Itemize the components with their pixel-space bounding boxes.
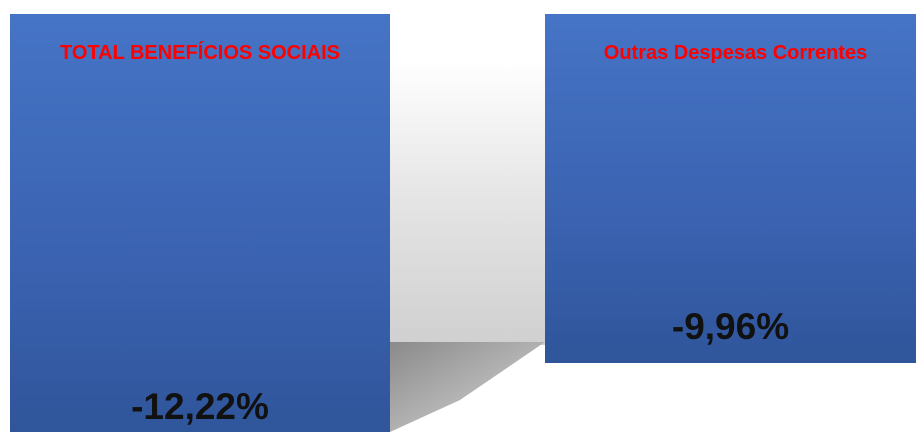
card: TOTAL BENEFÍCIOS SOCIAIS -12,22% <box>10 14 390 432</box>
card: Outras Despesas Correntes -9,96% <box>545 14 916 363</box>
card-value: -9,96% <box>671 306 790 347</box>
drop-shadow <box>390 342 545 432</box>
gray-panel <box>390 60 545 345</box>
card-value: -12,22% <box>131 386 269 427</box>
card-title: TOTAL BENEFÍCIOS SOCIAIS <box>59 42 341 64</box>
card-title: Outras Despesas Correntes <box>603 42 868 64</box>
